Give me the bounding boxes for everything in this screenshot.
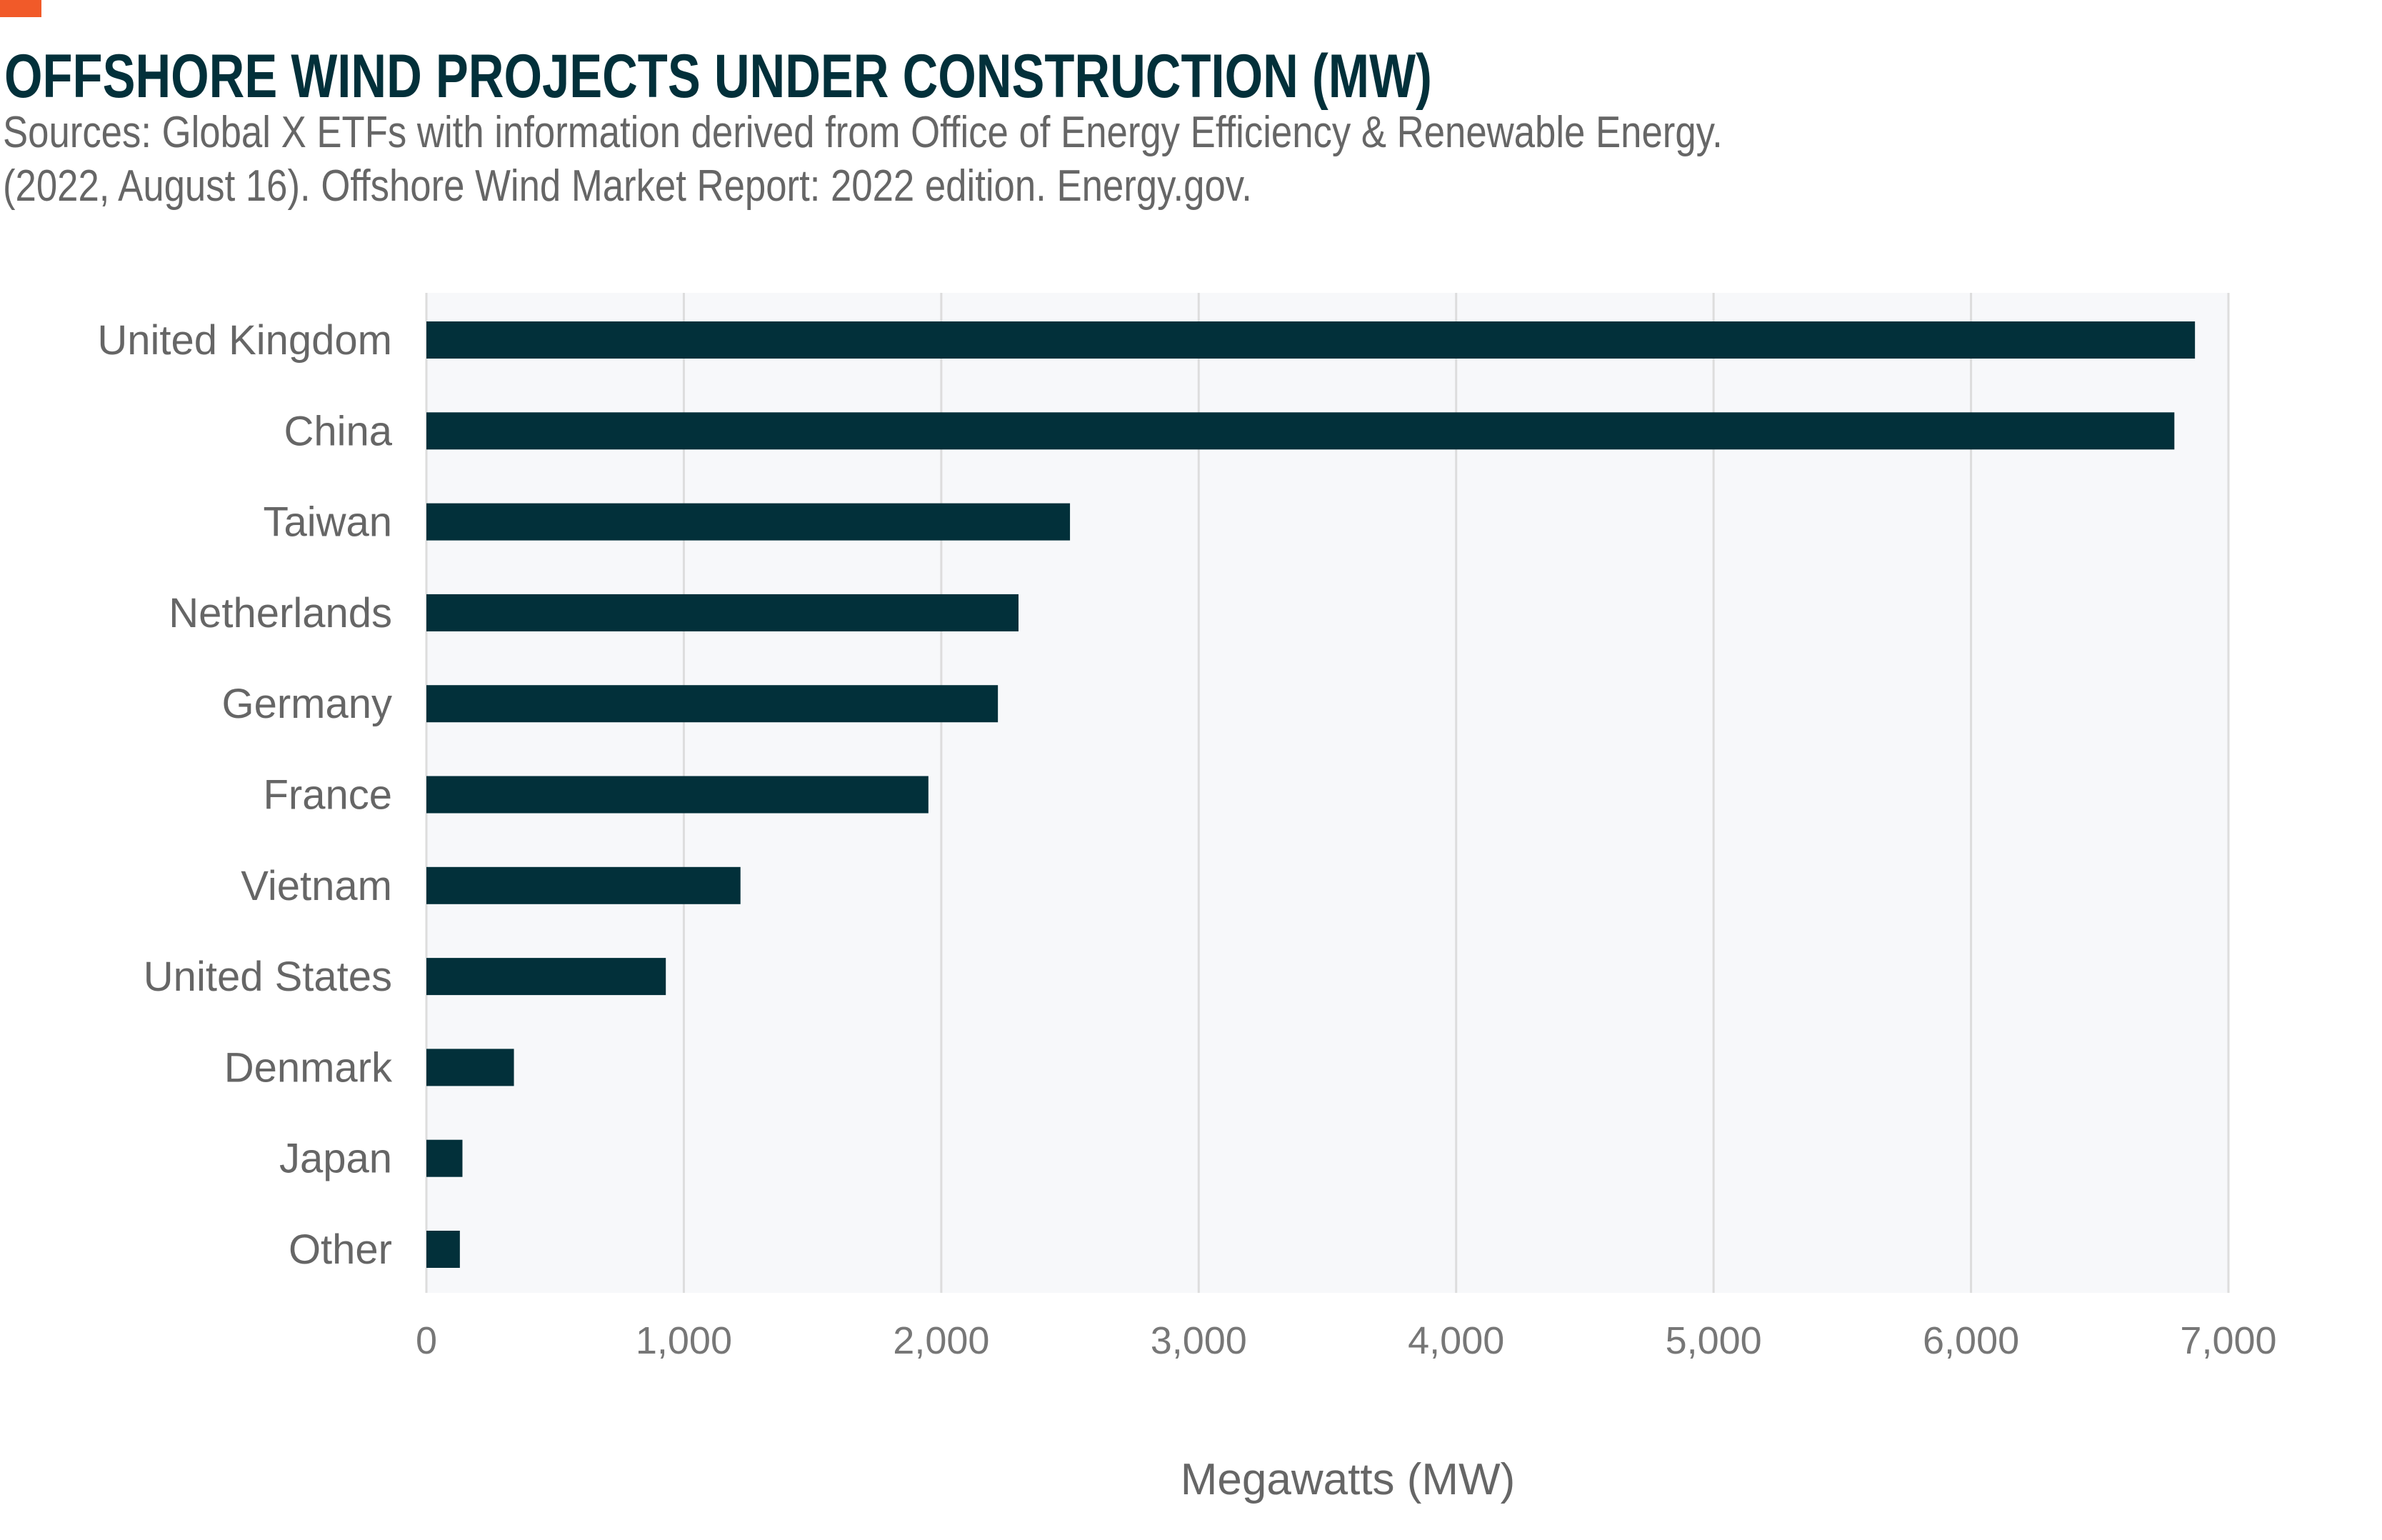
accent-marker: [0, 0, 41, 17]
bar: [426, 776, 929, 814]
category-label: Vietnam: [241, 863, 392, 909]
source-line-1: Sources: Global X ETFs with information …: [3, 108, 1723, 157]
category-label: United States: [144, 954, 392, 1000]
x-tick-label: 0: [416, 1319, 437, 1362]
category-label: Netherlands: [169, 590, 392, 636]
category-label: France: [263, 772, 392, 819]
category-label: Other: [289, 1226, 392, 1273]
x-tick-label: 2,000: [893, 1319, 989, 1362]
x-tick-label: 5,000: [1666, 1319, 1762, 1362]
x-tick-label: 1,000: [636, 1319, 732, 1362]
source-line-2: (2022, August 16). Offshore Wind Market …: [3, 161, 1252, 211]
category-label: Taiwan: [263, 499, 392, 546]
chart-title: OFFSHORE WIND PROJECTS UNDER CONSTRUCTIO…: [4, 42, 1432, 111]
category-label: Germany: [221, 681, 392, 727]
x-tick-label: 3,000: [1151, 1319, 1247, 1362]
x-tick-label: 4,000: [1408, 1319, 1504, 1362]
x-axis-title: Megawatts (MW): [1181, 1455, 1515, 1504]
x-tick-label: 7,000: [2180, 1319, 2276, 1362]
bar: [426, 958, 666, 996]
category-label: Japan: [279, 1136, 392, 1182]
bar: [426, 1139, 463, 1177]
x-tick-label: 6,000: [1923, 1319, 2019, 1362]
category-label: Denmark: [224, 1044, 393, 1091]
bar: [426, 1049, 514, 1086]
category-label: United Kingdom: [97, 317, 392, 364]
bar: [426, 321, 2196, 359]
category-label: China: [284, 408, 392, 454]
bar: [426, 1231, 460, 1268]
bar: [426, 685, 999, 723]
bar: [426, 866, 741, 904]
bar: [426, 412, 2175, 450]
bar: [426, 594, 1019, 631]
bar: [426, 503, 1071, 541]
